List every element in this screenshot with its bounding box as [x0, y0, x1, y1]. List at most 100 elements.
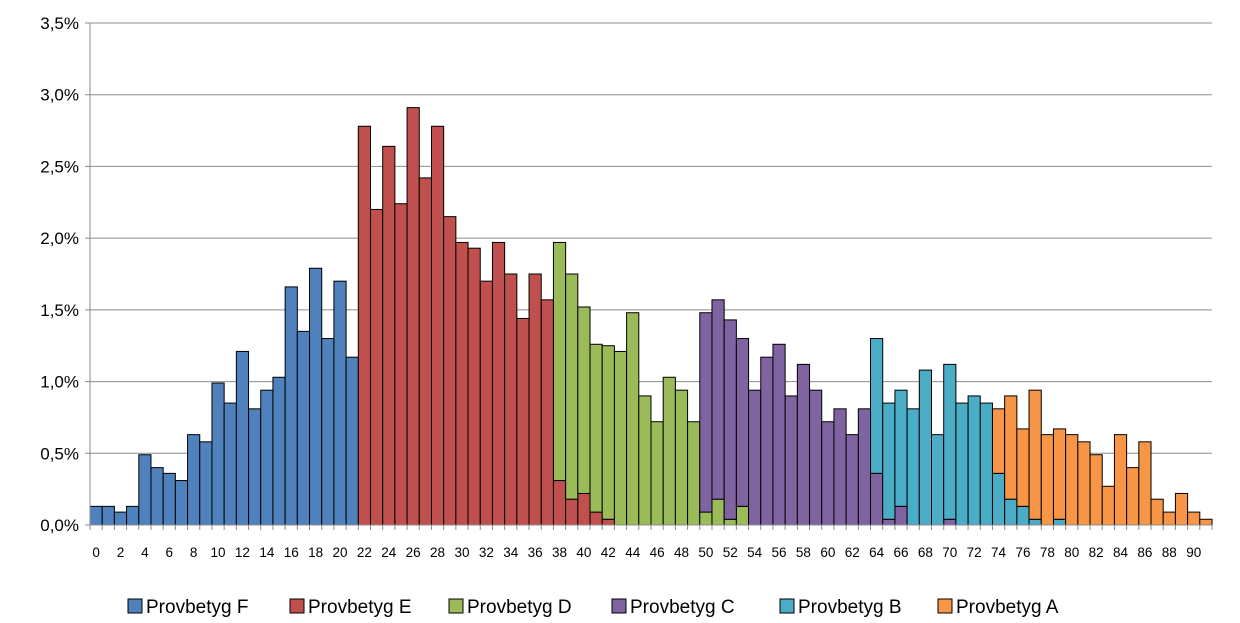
bar-series-2-x-40 [577, 306, 591, 494]
legend: Provbetyg F Provbetyg E Provbetyg D Provbet… [127, 597, 1059, 618]
bar-series-0-x-14 [260, 389, 274, 526]
bar-series-3-x-54 [748, 389, 762, 526]
bar-series-1-x-42 [601, 518, 615, 526]
bar-series-1-x-32 [479, 280, 493, 526]
bar-series-2-x-52 [723, 518, 737, 526]
bar-series-3-x-56 [772, 343, 786, 526]
x-tick-label: 86 [1137, 545, 1152, 560]
bar-series-5-x-76 [1016, 428, 1030, 507]
bar-series-3-x-63 [857, 408, 872, 526]
x-tick-label: 48 [674, 545, 689, 560]
bar-series-3-x-70 [943, 518, 957, 526]
bar-series-1-x-23 [370, 208, 384, 526]
bar-series-2-x-43 [613, 350, 628, 526]
bar-series-3-x-60 [821, 421, 835, 526]
bar-series-4-x-71 [955, 402, 969, 526]
bar-series-1-x-41 [589, 511, 603, 526]
legend-item: Provbetyg E [289, 597, 412, 618]
x-tick-label: 54 [747, 545, 763, 560]
bar-series-1-x-24 [382, 145, 396, 526]
x-tick-label: 52 [723, 545, 738, 560]
x-tick-label: 32 [479, 545, 494, 560]
bar-series-0-x-11 [223, 402, 237, 526]
x-tick-label: 8 [190, 545, 198, 560]
bar-series-4-x-79 [1052, 518, 1067, 526]
y-tick-label: 2,0% [40, 229, 79, 248]
bar-series-4-x-77 [1028, 518, 1042, 526]
bar-series-3-x-65 [882, 518, 896, 526]
bar-series-4-x-67 [906, 408, 920, 526]
legend-label: Provbetyg F [146, 597, 248, 618]
bar-series-0-x-3 [126, 505, 140, 526]
y-tick-label: 1,5% [40, 301, 79, 320]
bar-series-0-x-20 [333, 280, 347, 526]
bar-series-5-x-74 [991, 408, 1006, 474]
bar-series [89, 107, 1213, 526]
bar-series-2-x-45 [638, 395, 652, 526]
legend-swatch [448, 598, 464, 614]
bar-series-2-x-48 [674, 389, 689, 526]
bar-series-0-x-16 [284, 286, 298, 526]
bar-series-0-x-15 [272, 376, 286, 526]
bar-series-3-x-62 [845, 434, 859, 526]
bar-series-1-x-39 [565, 498, 579, 526]
y-tick-label: 0,5% [40, 444, 79, 463]
bar-series-4-x-74 [991, 472, 1006, 526]
legend-label: Provbetyg D [467, 597, 572, 618]
y-axis-tick-labels: 0,0% 0,5% 1,0% 1,5% 2,0% 2,5% 3,0% 3,5% [40, 14, 79, 535]
bar-series-2-x-49 [687, 421, 701, 526]
bar-series-0-x-7 [174, 480, 189, 526]
bar-series-5-x-84 [1113, 434, 1128, 526]
legend-swatch [779, 598, 795, 614]
x-tick-label: 80 [1064, 545, 1079, 560]
legend-label: Provbetyg A [956, 597, 1059, 618]
x-tick-label: 62 [845, 545, 860, 560]
x-tick-label: 42 [601, 545, 616, 560]
bar-series-2-x-39 [565, 273, 579, 500]
x-tick-label: 78 [1040, 545, 1055, 560]
bar-series-0-x-19 [321, 338, 335, 526]
x-tick-label: 16 [284, 545, 299, 560]
bar-series-0-x-2 [113, 511, 128, 526]
x-tick-label: 2 [117, 545, 125, 560]
bar-series-1-x-30 [455, 241, 469, 526]
x-tick-label: 44 [625, 545, 641, 560]
bar-series-5-x-85 [1126, 467, 1140, 526]
x-tick-label: 46 [650, 545, 665, 560]
x-tick-label: 58 [796, 545, 811, 560]
bar-series-2-x-51 [711, 498, 725, 526]
x-tick-label: 60 [820, 545, 835, 560]
x-tick-label: 20 [332, 545, 347, 560]
bar-series-1-x-29 [443, 216, 457, 526]
bar-series-1-x-36 [528, 273, 542, 526]
bar-series-0-x-13 [248, 408, 262, 526]
bar-series-5-x-78 [1040, 434, 1054, 526]
bar-series-2-x-38 [552, 241, 567, 482]
gridlines [90, 22, 1212, 454]
bar-series-5-x-91 [1199, 518, 1213, 526]
x-tick-label: 66 [893, 545, 908, 560]
x-tick-label: 88 [1162, 545, 1177, 560]
x-tick-label: 14 [259, 545, 275, 560]
bar-series-0-x-12 [235, 350, 250, 526]
bar-series-1-x-33 [491, 241, 506, 526]
bar-series-0-x-18 [309, 267, 323, 526]
legend-item: Provbetyg D [448, 597, 572, 618]
legend-label: Provbetyg C [630, 597, 735, 618]
bar-series-3-x-58 [796, 363, 811, 526]
bar-series-4-x-73 [979, 402, 993, 526]
bar-series-0-x-4 [138, 454, 152, 526]
bar-series-5-x-79 [1052, 428, 1067, 520]
x-tick-label: 26 [406, 545, 421, 560]
x-tick-label: 4 [141, 545, 149, 560]
bar-series-2-x-46 [650, 421, 664, 526]
bar-series-0-x-8 [187, 434, 201, 526]
bar-series-3-x-51 [711, 299, 725, 500]
legend-item: Provbetyg C [611, 597, 735, 618]
bar-series-2-x-47 [662, 376, 676, 526]
x-tick-label: 6 [166, 545, 174, 560]
bar-series-4-x-66 [894, 389, 908, 507]
bar-series-2-x-50 [699, 511, 713, 526]
bar-series-0-x-5 [150, 467, 164, 526]
y-tick-label: 0,0% [40, 516, 79, 535]
